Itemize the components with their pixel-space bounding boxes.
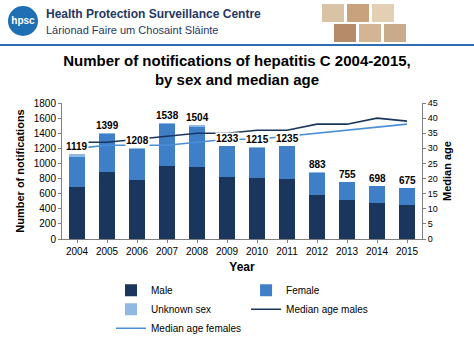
svg-text:1399: 1399: [96, 120, 119, 131]
svg-text:2010: 2010: [246, 246, 269, 257]
svg-text:Male: Male: [151, 285, 173, 296]
svg-text:2014: 2014: [366, 246, 389, 257]
svg-text:Female: Female: [286, 285, 320, 296]
svg-text:0: 0: [428, 234, 433, 244]
svg-text:5: 5: [428, 219, 433, 229]
svg-text:25: 25: [428, 159, 438, 169]
svg-text:1504: 1504: [186, 112, 209, 123]
svg-text:675: 675: [399, 175, 416, 186]
svg-text:698: 698: [369, 173, 386, 184]
svg-text:2006: 2006: [126, 246, 149, 257]
svg-text:2012: 2012: [306, 246, 329, 257]
svg-text:1200: 1200: [34, 143, 57, 154]
svg-text:0: 0: [50, 234, 56, 245]
svg-text:1235: 1235: [276, 133, 299, 144]
svg-text:2004: 2004: [66, 246, 89, 257]
svg-text:1800: 1800: [34, 98, 57, 109]
svg-text:1233: 1233: [216, 133, 239, 144]
svg-text:883: 883: [309, 159, 326, 170]
svg-text:Median age: Median age: [441, 141, 453, 201]
svg-text:Year: Year: [229, 260, 255, 274]
svg-text:2008: 2008: [186, 246, 209, 257]
svg-text:200: 200: [39, 218, 56, 229]
svg-text:35: 35: [428, 128, 438, 138]
svg-text:2013: 2013: [336, 246, 359, 257]
svg-text:40: 40: [428, 113, 438, 123]
svg-text:Number of notifications: Number of notifications: [14, 109, 26, 232]
svg-text:45: 45: [428, 98, 438, 108]
html-text:Lárionad Faire um Chosaint Slá: Lárionad Faire um Chosaint Sláinte: [46, 24, 219, 36]
svg-text:2015: 2015: [396, 246, 419, 257]
svg-text:600: 600: [39, 188, 56, 199]
html-text:hpsc: hpsc: [11, 15, 35, 26]
svg-text:2011: 2011: [276, 246, 298, 257]
svg-text:Number of notifications of hep: Number of notifications of hepatitis C 2…: [63, 52, 411, 89]
svg-text:1119: 1119: [66, 141, 88, 152]
svg-text:Median age males: Median age males: [286, 304, 368, 315]
svg-text:30: 30: [428, 143, 438, 153]
svg-text:1600: 1600: [34, 113, 57, 124]
svg-text:10: 10: [428, 204, 438, 214]
svg-text:15: 15: [428, 189, 438, 199]
svg-text:Unknown sex: Unknown sex: [151, 304, 211, 315]
svg-text:Median age females: Median age females: [151, 323, 241, 334]
svg-text:1000: 1000: [34, 158, 57, 169]
svg-text:2009: 2009: [216, 246, 239, 257]
svg-text:1208: 1208: [126, 135, 149, 146]
svg-text:20: 20: [428, 174, 438, 184]
svg-text:400: 400: [39, 203, 56, 214]
html-text:Health Protection Surveillance: Health Protection Surveillance Centre: [46, 7, 261, 21]
svg-text:755: 755: [339, 169, 356, 180]
svg-text:2005: 2005: [96, 246, 119, 257]
svg-text:800: 800: [39, 173, 56, 184]
svg-text:1538: 1538: [156, 110, 179, 121]
svg-text:1215: 1215: [246, 134, 269, 145]
svg-text:2007: 2007: [156, 246, 179, 257]
svg-text:1400: 1400: [34, 128, 57, 139]
